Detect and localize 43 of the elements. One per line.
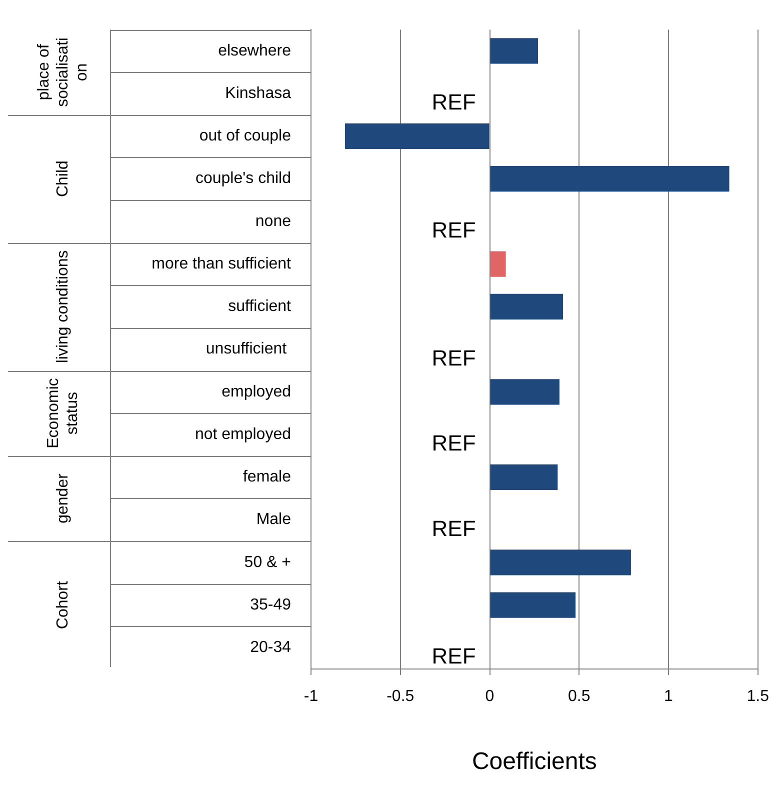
annotation: REF [432, 644, 476, 669]
y-tick-label: elsewhere [218, 42, 292, 60]
bar [490, 550, 631, 576]
annotation: REF [432, 430, 476, 456]
text: Economic status [44, 378, 81, 448]
annotation: REF [432, 90, 476, 115]
bar [490, 592, 576, 618]
y-tick-label: none [255, 212, 292, 230]
annotation: REF [432, 217, 476, 242]
annotation: REF [432, 516, 476, 541]
bar [490, 464, 558, 490]
x-axis-title: Coefficients [472, 748, 597, 776]
annotation: REF [432, 345, 476, 370]
y-tick-label: employed [222, 383, 291, 400]
y-tick-label: 35-49 [250, 596, 292, 614]
bar [490, 166, 730, 192]
y-tick-label: Kinshasa [225, 84, 292, 102]
x-tick-label: -1 [304, 688, 318, 706]
y-tick-label: sufficient [228, 298, 292, 316]
bar [344, 123, 490, 149]
text: Cohort [54, 580, 72, 630]
y-tick-label: couple's child [195, 170, 291, 188]
bar [490, 379, 560, 405]
x-tick-label: 0.5 [568, 688, 590, 706]
y-tick-label: not employed [194, 426, 291, 443]
x-tick-label: -0.5 [386, 688, 414, 706]
text: living conditions [54, 250, 72, 364]
y-tick-label: female [242, 468, 292, 486]
text: place of socialisati on [35, 38, 90, 107]
bar [490, 294, 564, 320]
x-tick-label: 1 [664, 688, 674, 706]
y-tick-label: more than sufficient [152, 255, 292, 272]
y-tick-label: 50 & + [244, 554, 291, 571]
text: Child [54, 160, 72, 198]
x-tick-label: 1.5 [746, 688, 770, 706]
bar [490, 38, 538, 64]
y-tick-label: 20-34 [250, 639, 292, 656]
text: gender [54, 472, 72, 524]
y-tick-label: unsufficient [206, 340, 291, 358]
bar [490, 251, 506, 277]
y-tick-label: Male [256, 511, 292, 528]
x-tick-label: 0 [485, 688, 494, 706]
y-tick-label: out of couple [199, 128, 292, 145]
